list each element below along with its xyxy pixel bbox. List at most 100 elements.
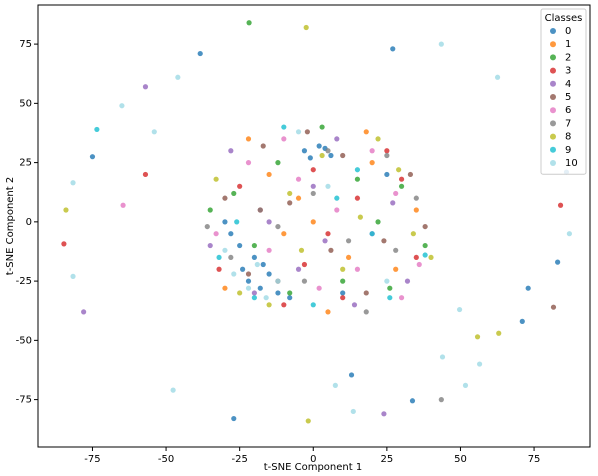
point (340, 295, 346, 301)
point (216, 266, 222, 272)
point (310, 190, 316, 197)
point (304, 129, 310, 135)
point (334, 195, 340, 201)
point (393, 266, 399, 272)
point (275, 278, 281, 284)
legend-marker (550, 160, 556, 166)
point (266, 247, 272, 253)
point (398, 183, 405, 189)
point (303, 24, 309, 31)
point (295, 195, 302, 201)
legend-label: 6 (565, 105, 571, 116)
point (550, 304, 557, 310)
point (345, 238, 352, 244)
point (310, 167, 316, 173)
point (413, 207, 419, 213)
point (305, 418, 311, 424)
legend-label: 3 (565, 66, 571, 77)
legend-box (540, 8, 587, 175)
point (251, 290, 257, 296)
point (228, 231, 234, 237)
legend-label: 2 (565, 52, 571, 63)
legend-marker (550, 80, 556, 87)
point (413, 195, 419, 201)
legend-label: 4 (565, 79, 571, 90)
point (204, 223, 210, 230)
y-tick-label: 75 (19, 39, 32, 50)
point (310, 219, 316, 225)
point (295, 176, 302, 182)
point (231, 190, 237, 197)
point (287, 200, 293, 206)
point (61, 241, 67, 247)
point (557, 202, 564, 208)
x-tick-label: -75 (84, 454, 100, 465)
y-tick-label: 25 (19, 158, 32, 169)
y-tick-label: 50 (19, 98, 32, 109)
point (363, 290, 369, 296)
point (416, 261, 422, 268)
point (295, 129, 302, 135)
point (357, 214, 363, 220)
point (237, 183, 243, 189)
point (251, 295, 257, 301)
point (422, 223, 428, 230)
point (390, 200, 396, 206)
point (81, 309, 87, 315)
point (393, 190, 399, 197)
point (351, 302, 358, 308)
point (170, 387, 176, 393)
x-tick-label: 50 (454, 454, 467, 465)
legend-marker (550, 28, 556, 34)
point (316, 285, 322, 291)
point (340, 266, 346, 272)
legend-label: 8 (565, 132, 571, 143)
x-axis-label: t-SNE Component 1 (264, 462, 362, 473)
point (375, 219, 381, 225)
point (287, 290, 293, 296)
point (354, 266, 361, 272)
point (120, 202, 126, 208)
point (393, 247, 399, 253)
point (231, 415, 237, 422)
point (381, 238, 387, 244)
point (334, 207, 340, 213)
y-axis-label: t-SNE Component 2 (5, 177, 16, 275)
point (245, 160, 252, 166)
point (251, 254, 257, 261)
point (519, 318, 525, 324)
point (398, 295, 405, 301)
point (332, 382, 338, 388)
point (439, 354, 446, 360)
point (228, 254, 234, 261)
legend-marker (550, 120, 556, 127)
point (266, 271, 272, 277)
point (409, 398, 416, 404)
point (260, 143, 266, 149)
point (422, 242, 428, 249)
point (275, 223, 281, 230)
point (275, 160, 281, 166)
point (246, 20, 252, 26)
legend-label: 0 (565, 26, 571, 37)
legend-label: 1 (565, 39, 571, 50)
point (494, 74, 501, 80)
point (404, 278, 411, 284)
point (234, 219, 240, 225)
point (555, 259, 561, 265)
point (477, 361, 483, 367)
point (396, 167, 402, 173)
point (151, 129, 157, 135)
legend-marker (550, 41, 556, 48)
legend-label: 9 (565, 145, 571, 156)
point (422, 252, 428, 258)
point (295, 266, 302, 272)
point (316, 143, 322, 149)
y-tick-label: -25 (16, 276, 32, 287)
point (456, 306, 463, 313)
point (197, 50, 203, 57)
point (348, 372, 355, 378)
point (63, 207, 69, 213)
y-tick-label: -75 (16, 395, 32, 406)
legend-marker (550, 94, 556, 100)
